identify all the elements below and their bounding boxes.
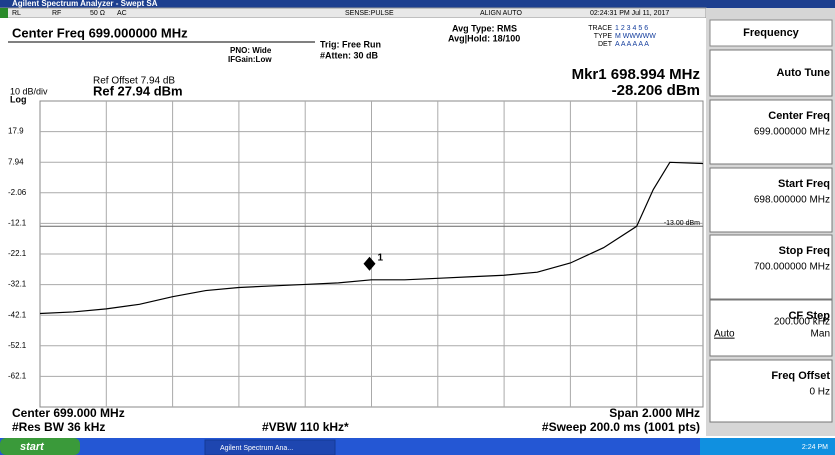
status-icon: [0, 8, 8, 18]
status-item: 50 Ω: [90, 10, 105, 17]
task-button[interactable]: [204, 439, 336, 455]
softkey[interactable]: [709, 49, 833, 97]
start-button[interactable]: [0, 438, 80, 455]
status-item: AC: [117, 10, 127, 17]
footer-rbw: #Res BW 36 kHz: [12, 420, 105, 434]
y-tick-label: -42.1: [8, 310, 27, 319]
softkey[interactable]: [709, 299, 833, 357]
ref-offset: Ref Offset 7.94 dB: [93, 76, 175, 87]
footer-span: Span 2.000 MHz: [609, 406, 700, 420]
marker-freq: Mkr1 698.994 MHz: [572, 66, 700, 83]
footer-sweep: #Sweep 200.0 ms (1001 pts): [542, 420, 700, 434]
y-tick-label: 17.9: [8, 127, 24, 136]
start-label[interactable]: start: [20, 441, 45, 453]
scale: 10 dB/div: [10, 86, 48, 96]
softkey-label[interactable]: Freq Offset: [771, 370, 830, 382]
trace: [39, 161, 704, 315]
status-item: 02:24:31 PM Jul 11, 2017: [590, 10, 669, 17]
softkey-title-box: [709, 19, 833, 47]
y-tick-label: -32.1: [8, 280, 27, 289]
trig: Trig: Free Run: [320, 39, 381, 49]
softkey-label[interactable]: Center Freq: [768, 110, 830, 122]
softkey-label[interactable]: CF Step: [788, 310, 830, 322]
softkey-value[interactable]: 0 Hz: [809, 387, 830, 398]
det-val: A A A A A A: [615, 41, 649, 48]
softkey-label[interactable]: Start Freq: [778, 178, 830, 190]
clock: 2:24 PM: [802, 444, 828, 451]
marker-level: -28.206 dBm: [612, 82, 700, 99]
title-bar: [0, 0, 835, 8]
marker: [363, 256, 376, 271]
window-title: Agilent Spectrum Analyzer - Swept SA: [12, 0, 158, 8]
type-val: M WWWWW: [615, 33, 656, 40]
avg-type: Avg Type: RMS: [452, 23, 517, 33]
softkey[interactable]: [709, 167, 833, 233]
softkey-value[interactable]: 699.000000 MHz: [754, 127, 830, 138]
status-item: ALIGN AUTO: [480, 10, 522, 17]
atten: #Atten: 30 dB: [320, 50, 379, 60]
y-tick-label: -52.1: [8, 341, 27, 350]
y-tick-label: -22.1: [8, 249, 27, 258]
y-tick-label: -12.1: [8, 219, 27, 228]
center-freq: Center Freq 699.000000 MHz: [12, 25, 188, 40]
task-label[interactable]: Agilent Spectrum Ana...: [220, 445, 293, 452]
ref-level: Ref 27.94 dBm: [93, 83, 183, 98]
softkey-label[interactable]: Stop Freq: [779, 245, 830, 257]
type-label: TYPE: [594, 33, 613, 40]
log: Log: [10, 94, 27, 104]
det-label: DET: [598, 41, 613, 48]
y-tick-label: -62.1: [8, 372, 27, 381]
pno: PNO: Wide: [230, 46, 272, 55]
softkey-value[interactable]: 698.000000 MHz: [754, 195, 830, 206]
status-item: RL: [12, 10, 21, 17]
softkey[interactable]: [709, 99, 833, 165]
softkey-value[interactable]: 200.000 kHz: [774, 317, 830, 328]
avg-hold: Avg|Hold: 18/100: [448, 33, 520, 43]
y-tick-label: 7.94: [8, 157, 24, 166]
ifgain: IFGain:Low: [228, 55, 272, 64]
status-item: SENSE:PULSE: [345, 10, 394, 17]
softkey-value[interactable]: 700.000000 MHz: [754, 262, 830, 273]
trace-nums: 1 2 3 4 5 6: [615, 25, 648, 32]
footer-vbw: #VBW 110 kHz*: [262, 420, 349, 434]
status-item: RF: [52, 10, 61, 17]
softkey[interactable]: [709, 359, 833, 423]
softkey-label[interactable]: Auto Tune: [776, 67, 830, 79]
softkey[interactable]: [709, 234, 833, 300]
softkey-title: Frequency: [743, 27, 800, 39]
footer-bar: [0, 420, 706, 436]
trace-label: TRACE: [588, 25, 612, 32]
softkey-option[interactable]: Man: [811, 329, 830, 340]
y-tick-label: -2.06: [8, 188, 27, 197]
marker-label: 1: [378, 252, 384, 263]
display-line-label: -13.00 dBm: [664, 220, 700, 227]
footer-center: Center 699.000 MHz: [12, 406, 125, 420]
tray: [700, 438, 835, 455]
softkey-option[interactable]: Auto: [714, 329, 735, 340]
